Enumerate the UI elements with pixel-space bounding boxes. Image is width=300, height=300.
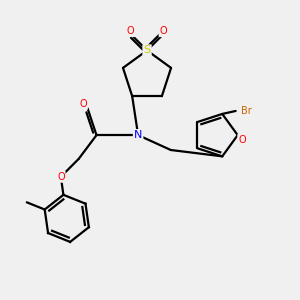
Text: O: O [79,99,87,109]
Text: O: O [238,135,246,145]
Text: O: O [57,172,64,182]
Text: N: N [134,130,142,140]
Text: O: O [127,26,134,36]
Text: O: O [160,26,167,36]
Text: Br: Br [241,106,251,116]
Text: S: S [143,45,151,56]
